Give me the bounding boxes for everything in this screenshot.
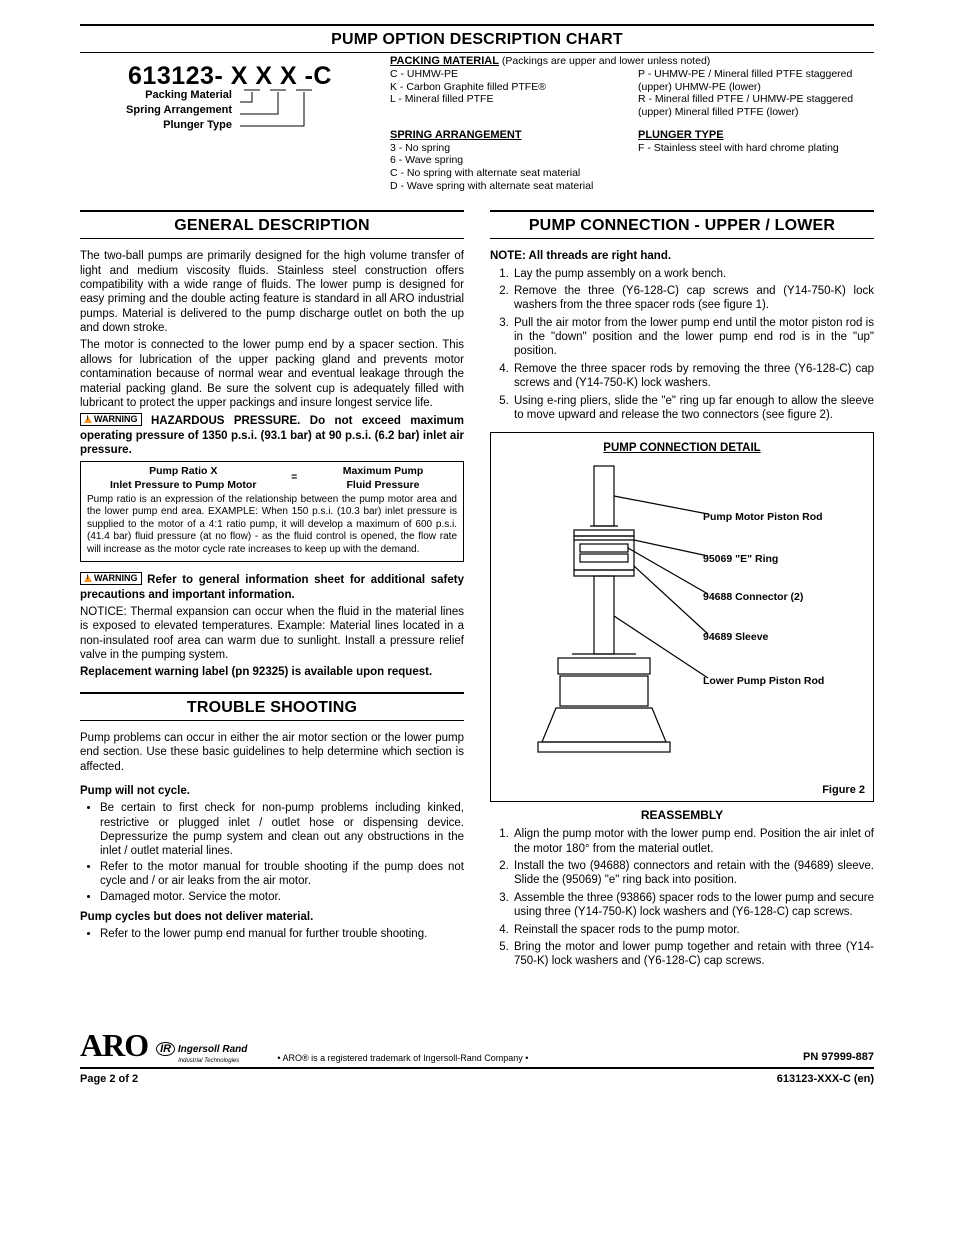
packing-note: (Packings are upper and lower unless not… bbox=[502, 55, 710, 67]
section-general: GENERAL DESCRIPTION bbox=[80, 216, 464, 236]
opt-label-spring: Spring Arrangement bbox=[80, 104, 232, 118]
ir-circle-icon: IR bbox=[156, 1042, 175, 1056]
packing-head: PACKING MATERIAL bbox=[390, 55, 499, 67]
trademark-note: • ARO® is a registered trademark of Inge… bbox=[277, 1053, 803, 1064]
ir-logo-text: Ingersoll Rand bbox=[178, 1044, 247, 1055]
reasm-step-2: Install the two (94688) connectors and r… bbox=[512, 859, 874, 888]
conn-step-4: Remove the three spacer rods by removing… bbox=[512, 362, 874, 391]
packing-r: R - Mineral filled PTFE / UHMW-PE stagge… bbox=[638, 93, 874, 118]
aro-logo: ARO bbox=[80, 1025, 148, 1065]
plunger-head: PLUNGER TYPE bbox=[638, 129, 874, 142]
conn-step-3: Pull the air motor from the lower pump e… bbox=[512, 316, 874, 359]
trouble-b1-0: Be certain to first check for non-pump p… bbox=[100, 801, 464, 859]
footer-logo-block: ARO IR Ingersoll Rand Industrial Technol… bbox=[80, 1025, 247, 1065]
spring-d: D - Wave spring with alternate seat mate… bbox=[390, 180, 626, 193]
fig-label-ering: 95069 "E" Ring bbox=[703, 553, 778, 566]
conn-step-2: Remove the three (Y6-128-C) cap screws a… bbox=[512, 284, 874, 313]
conn-step-1: Lay the pump assembly on a work bench. bbox=[512, 267, 874, 281]
footer-page: Page 2 of 2 bbox=[80, 1073, 138, 1087]
reasm-step-1: Align the pump motor with the lower pump… bbox=[512, 827, 874, 856]
spring-head: SPRING ARRANGEMENT bbox=[390, 129, 626, 142]
spring-c: C - No spring with alternate seat materi… bbox=[390, 167, 626, 180]
figure-2-number: Figure 2 bbox=[822, 784, 865, 798]
packing-c: C - UHMW-PE bbox=[390, 68, 626, 81]
section-reassembly: REASSEMBLY bbox=[490, 808, 874, 823]
reasm-step-5: Bring the motor and lower pump together … bbox=[512, 940, 874, 969]
section-option-chart: PUMP OPTION DESCRIPTION CHART bbox=[80, 30, 874, 50]
ratio-note: Pump ratio is an expression of the relat… bbox=[87, 494, 457, 557]
packing-l: L - Mineral filled PTFE bbox=[390, 93, 626, 106]
opt-label-packing: Packing Material bbox=[80, 89, 232, 103]
spring-3: 3 - No spring bbox=[390, 142, 626, 155]
section-trouble: TROUBLE SHOOTING bbox=[80, 698, 464, 718]
fig-label-connector: 94688 Connector (2) bbox=[703, 591, 803, 604]
fig-label-piston: Pump Motor Piston Rod bbox=[703, 511, 823, 524]
fig-label-lower: Lower Pump Piston Rod bbox=[703, 675, 824, 688]
conn-note: NOTE: All threads are right hand. bbox=[490, 249, 874, 263]
warning-icon-2: WARNING bbox=[80, 572, 142, 585]
ir-logo-block: IR Ingersoll Rand Industrial Technologie… bbox=[156, 1044, 247, 1065]
section-pump-conn: PUMP CONNECTION - UPPER / LOWER bbox=[490, 216, 874, 236]
trouble-b2-0: Refer to the lower pump end manual for f… bbox=[100, 927, 464, 941]
ratio-box: Pump Ratio XInlet Pressure to Pump Motor… bbox=[80, 461, 464, 562]
ir-logo-sub: Industrial Technologies bbox=[178, 1058, 239, 1064]
general-p1: The two-ball pumps are primarily designe… bbox=[80, 249, 464, 335]
opt-label-plunger: Plunger Type bbox=[80, 119, 232, 133]
packing-k: K - Carbon Graphite filled PTFE® bbox=[390, 81, 626, 94]
packing-p: P - UHMW-PE / Mineral filled PTFE stagge… bbox=[638, 68, 874, 93]
warning-icon-1: WARNING bbox=[80, 413, 142, 426]
trouble-h2: Pump cycles but does not deliver materia… bbox=[80, 910, 464, 924]
trouble-b1-2: Damaged motor. Service the motor. bbox=[100, 890, 464, 904]
trouble-b1-1: Refer to the motor manual for trouble sh… bbox=[100, 860, 464, 889]
conn-step-5: Using e-ring pliers, slide the "e" ring … bbox=[512, 394, 874, 423]
reasm-step-4: Reinstall the spacer rods to the pump mo… bbox=[512, 923, 874, 937]
figure-2-title: PUMP CONNECTION DETAIL bbox=[499, 441, 865, 455]
footer-pn: PN 97999-887 bbox=[803, 1051, 874, 1065]
spring-6: 6 - Wave spring bbox=[390, 154, 626, 167]
reasm-step-3: Assemble the three (93866) spacer rods t… bbox=[512, 891, 874, 920]
trouble-h1: Pump will not cycle. bbox=[80, 784, 464, 798]
fig-label-sleeve: 94689 Sleeve bbox=[703, 631, 768, 644]
ratio-left: Pump Ratio XInlet Pressure to Pump Motor bbox=[87, 465, 279, 491]
footer-doc: 613123-XXX-C (en) bbox=[777, 1073, 874, 1087]
figure-2-box: PUMP CONNECTION DETAIL bbox=[490, 432, 874, 802]
pump-connection-svg bbox=[499, 456, 865, 786]
notice-thermal: NOTICE: Thermal expansion can occur when… bbox=[80, 605, 464, 663]
general-p2: The motor is connected to the lower pump… bbox=[80, 338, 464, 410]
ratio-right: Maximum PumpFluid Pressure bbox=[309, 465, 457, 491]
plunger-f: F - Stainless steel with hard chrome pla… bbox=[638, 142, 874, 155]
ratio-eq: = bbox=[279, 465, 309, 484]
replacement-label: Replacement warning label (pn 92325) is … bbox=[80, 665, 464, 679]
trouble-intro: Pump problems can occur in either the ai… bbox=[80, 731, 464, 774]
